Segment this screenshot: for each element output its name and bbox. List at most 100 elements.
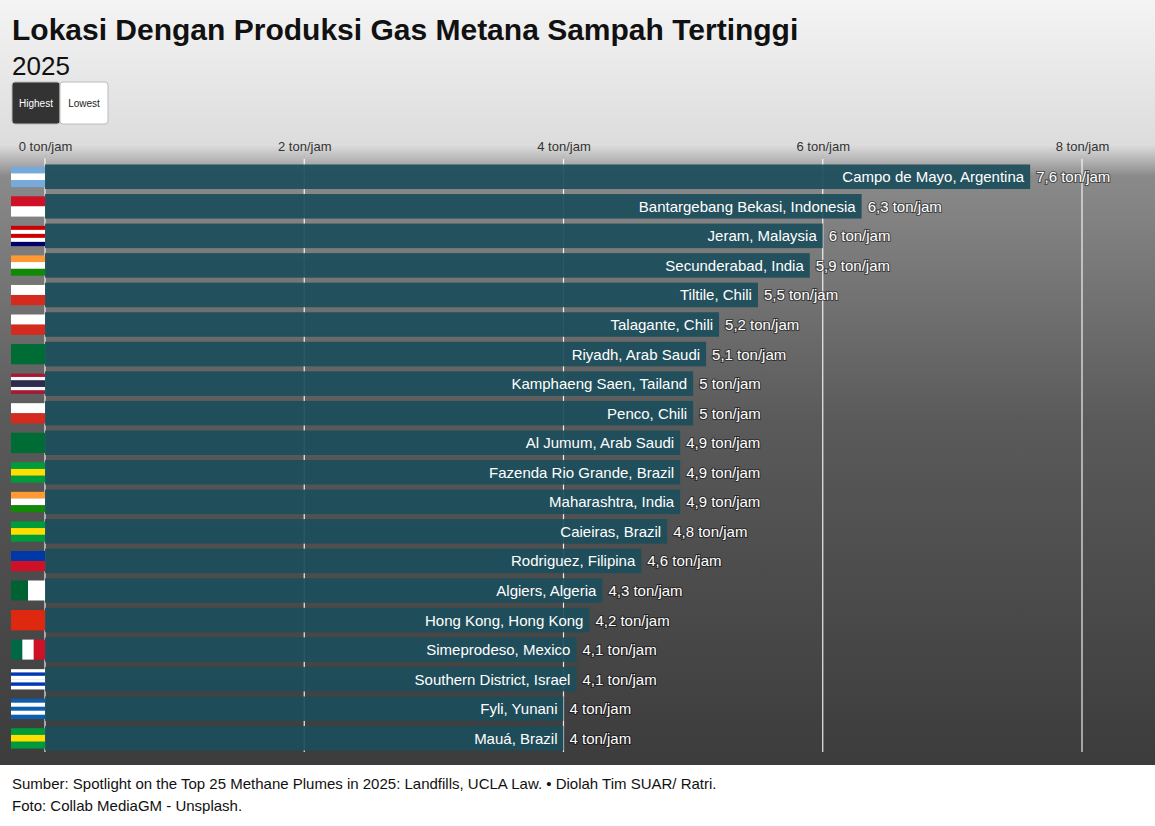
flag: [22, 640, 34, 660]
flag: [11, 699, 45, 703]
bar: [45, 608, 589, 633]
flag: [28, 580, 45, 600]
flag: [11, 167, 45, 174]
category-label: Jeram, Malaysia: [708, 227, 818, 244]
tick: 8 ton/jam: [1056, 139, 1109, 158]
category-label: Southern District, Israel: [415, 671, 571, 688]
axis-line: [46, 154, 1083, 159]
bar: [45, 696, 564, 721]
tick: 4 ton/jam: [537, 139, 590, 158]
flag: [11, 433, 45, 453]
flag: [11, 384, 45, 388]
flag: [11, 173, 45, 180]
flag: [11, 462, 45, 469]
toggle-label[interactable]: Highest: [19, 98, 53, 109]
flag: [11, 676, 45, 680]
flag: [11, 715, 45, 719]
x-axis: 0 ton/jam2 ton/jam4 ton/jam6 ton/jam8 to…: [19, 139, 1109, 159]
data-label: 5,2 ton/jam: [725, 316, 799, 333]
category-label: Maharashtra, India: [549, 493, 675, 510]
flag: [11, 498, 45, 505]
data-label: 4 ton/jam: [570, 730, 632, 747]
chart: Lokasi Dengan Produksi Gas Metana Sampah…: [0, 0, 1155, 826]
flag: [11, 610, 45, 630]
labels: Campo de Mayo, Argentina7,6 ton/jamBanta…: [415, 168, 1111, 747]
flag: [11, 413, 45, 423]
source: Foto: Collab MediaGM - Unsplash.: [12, 797, 242, 814]
flag: [11, 669, 45, 673]
data-label: 4,9 ton/jam: [686, 493, 760, 510]
toggle-button[interactable]: Highest: [12, 82, 60, 124]
flag: [11, 521, 45, 528]
flag: [11, 390, 45, 394]
toggle-button-bg[interactable]: [12, 82, 60, 124]
category-label: Simeprodeso, Mexico: [426, 641, 570, 658]
data-label: 4,9 ton/jam: [686, 464, 760, 481]
category-label: Fazenda Rio Grande, Brazil: [489, 464, 674, 481]
category-label: Mauá, Brazil: [474, 730, 557, 747]
data-label: 4,1 ton/jam: [582, 671, 656, 688]
flag: [11, 711, 45, 715]
category-label: Rodriguez, Filipina: [511, 552, 636, 569]
bar: [45, 726, 564, 751]
bars: [45, 164, 1030, 750]
flag: [11, 707, 45, 711]
bar: [45, 401, 693, 426]
category-label: Fyli, Yunani: [480, 700, 557, 717]
category-label: Talagante, Chili: [610, 316, 713, 333]
toggle-label[interactable]: Lowest: [68, 98, 100, 109]
bar: [45, 194, 862, 219]
tick-mark: [1082, 154, 1083, 158]
toggle-button[interactable]: Lowest: [60, 82, 108, 124]
category-label: Penco, Chili: [607, 405, 687, 422]
grid: [45, 158, 1082, 752]
flag: [11, 728, 45, 735]
flag: [11, 196, 45, 206]
flag: [11, 374, 45, 378]
subtitle: 2025: [12, 51, 70, 81]
flag: [11, 387, 45, 391]
data-label: 6,3 ton/jam: [868, 198, 942, 215]
tick-label: 8 ton/jam: [1056, 139, 1109, 154]
flag: [11, 476, 45, 483]
bar: [45, 253, 810, 278]
background: [0, 0, 1155, 765]
flag: [11, 234, 45, 238]
flag: [11, 255, 45, 262]
category-label: Al Jumum, Arab Saudi: [526, 434, 674, 451]
category-label: Campo de Mayo, Argentina: [842, 168, 1024, 185]
tick-mark: [45, 154, 46, 158]
bar: [45, 224, 823, 249]
flag: [11, 682, 45, 686]
flag: [11, 505, 45, 512]
bar: [45, 549, 641, 574]
bar: [45, 312, 719, 337]
tick: 6 ton/jam: [797, 139, 850, 158]
bar: [45, 667, 576, 692]
toggle-button-bg[interactable]: [60, 82, 108, 124]
flag: [11, 230, 45, 234]
data-label: 4,1 ton/jam: [582, 641, 656, 658]
flag: [11, 703, 45, 707]
data-label: 5,5 ton/jam: [764, 286, 838, 303]
bar: [45, 519, 667, 544]
data-label: 5 ton/jam: [699, 405, 761, 422]
flag: [11, 295, 45, 305]
data-label: 5,9 ton/jam: [816, 257, 890, 274]
flag: [11, 269, 45, 276]
data-label: 4,8 ton/jam: [673, 523, 747, 540]
flag: [11, 403, 45, 413]
flag: [11, 551, 45, 561]
category-label: Secunderabad, India: [665, 257, 804, 274]
tick: 0 ton/jam: [19, 139, 72, 158]
flag: [11, 469, 45, 476]
tick-label: 4 ton/jam: [537, 139, 590, 154]
flag: [11, 238, 45, 242]
flag: [11, 262, 45, 269]
category-label: Riyadh, Arab Saudi: [572, 346, 700, 363]
bar: [45, 164, 1030, 189]
bar: [45, 460, 680, 485]
tick-mark: [823, 154, 824, 158]
flag: [11, 535, 45, 542]
flag: [11, 380, 45, 384]
